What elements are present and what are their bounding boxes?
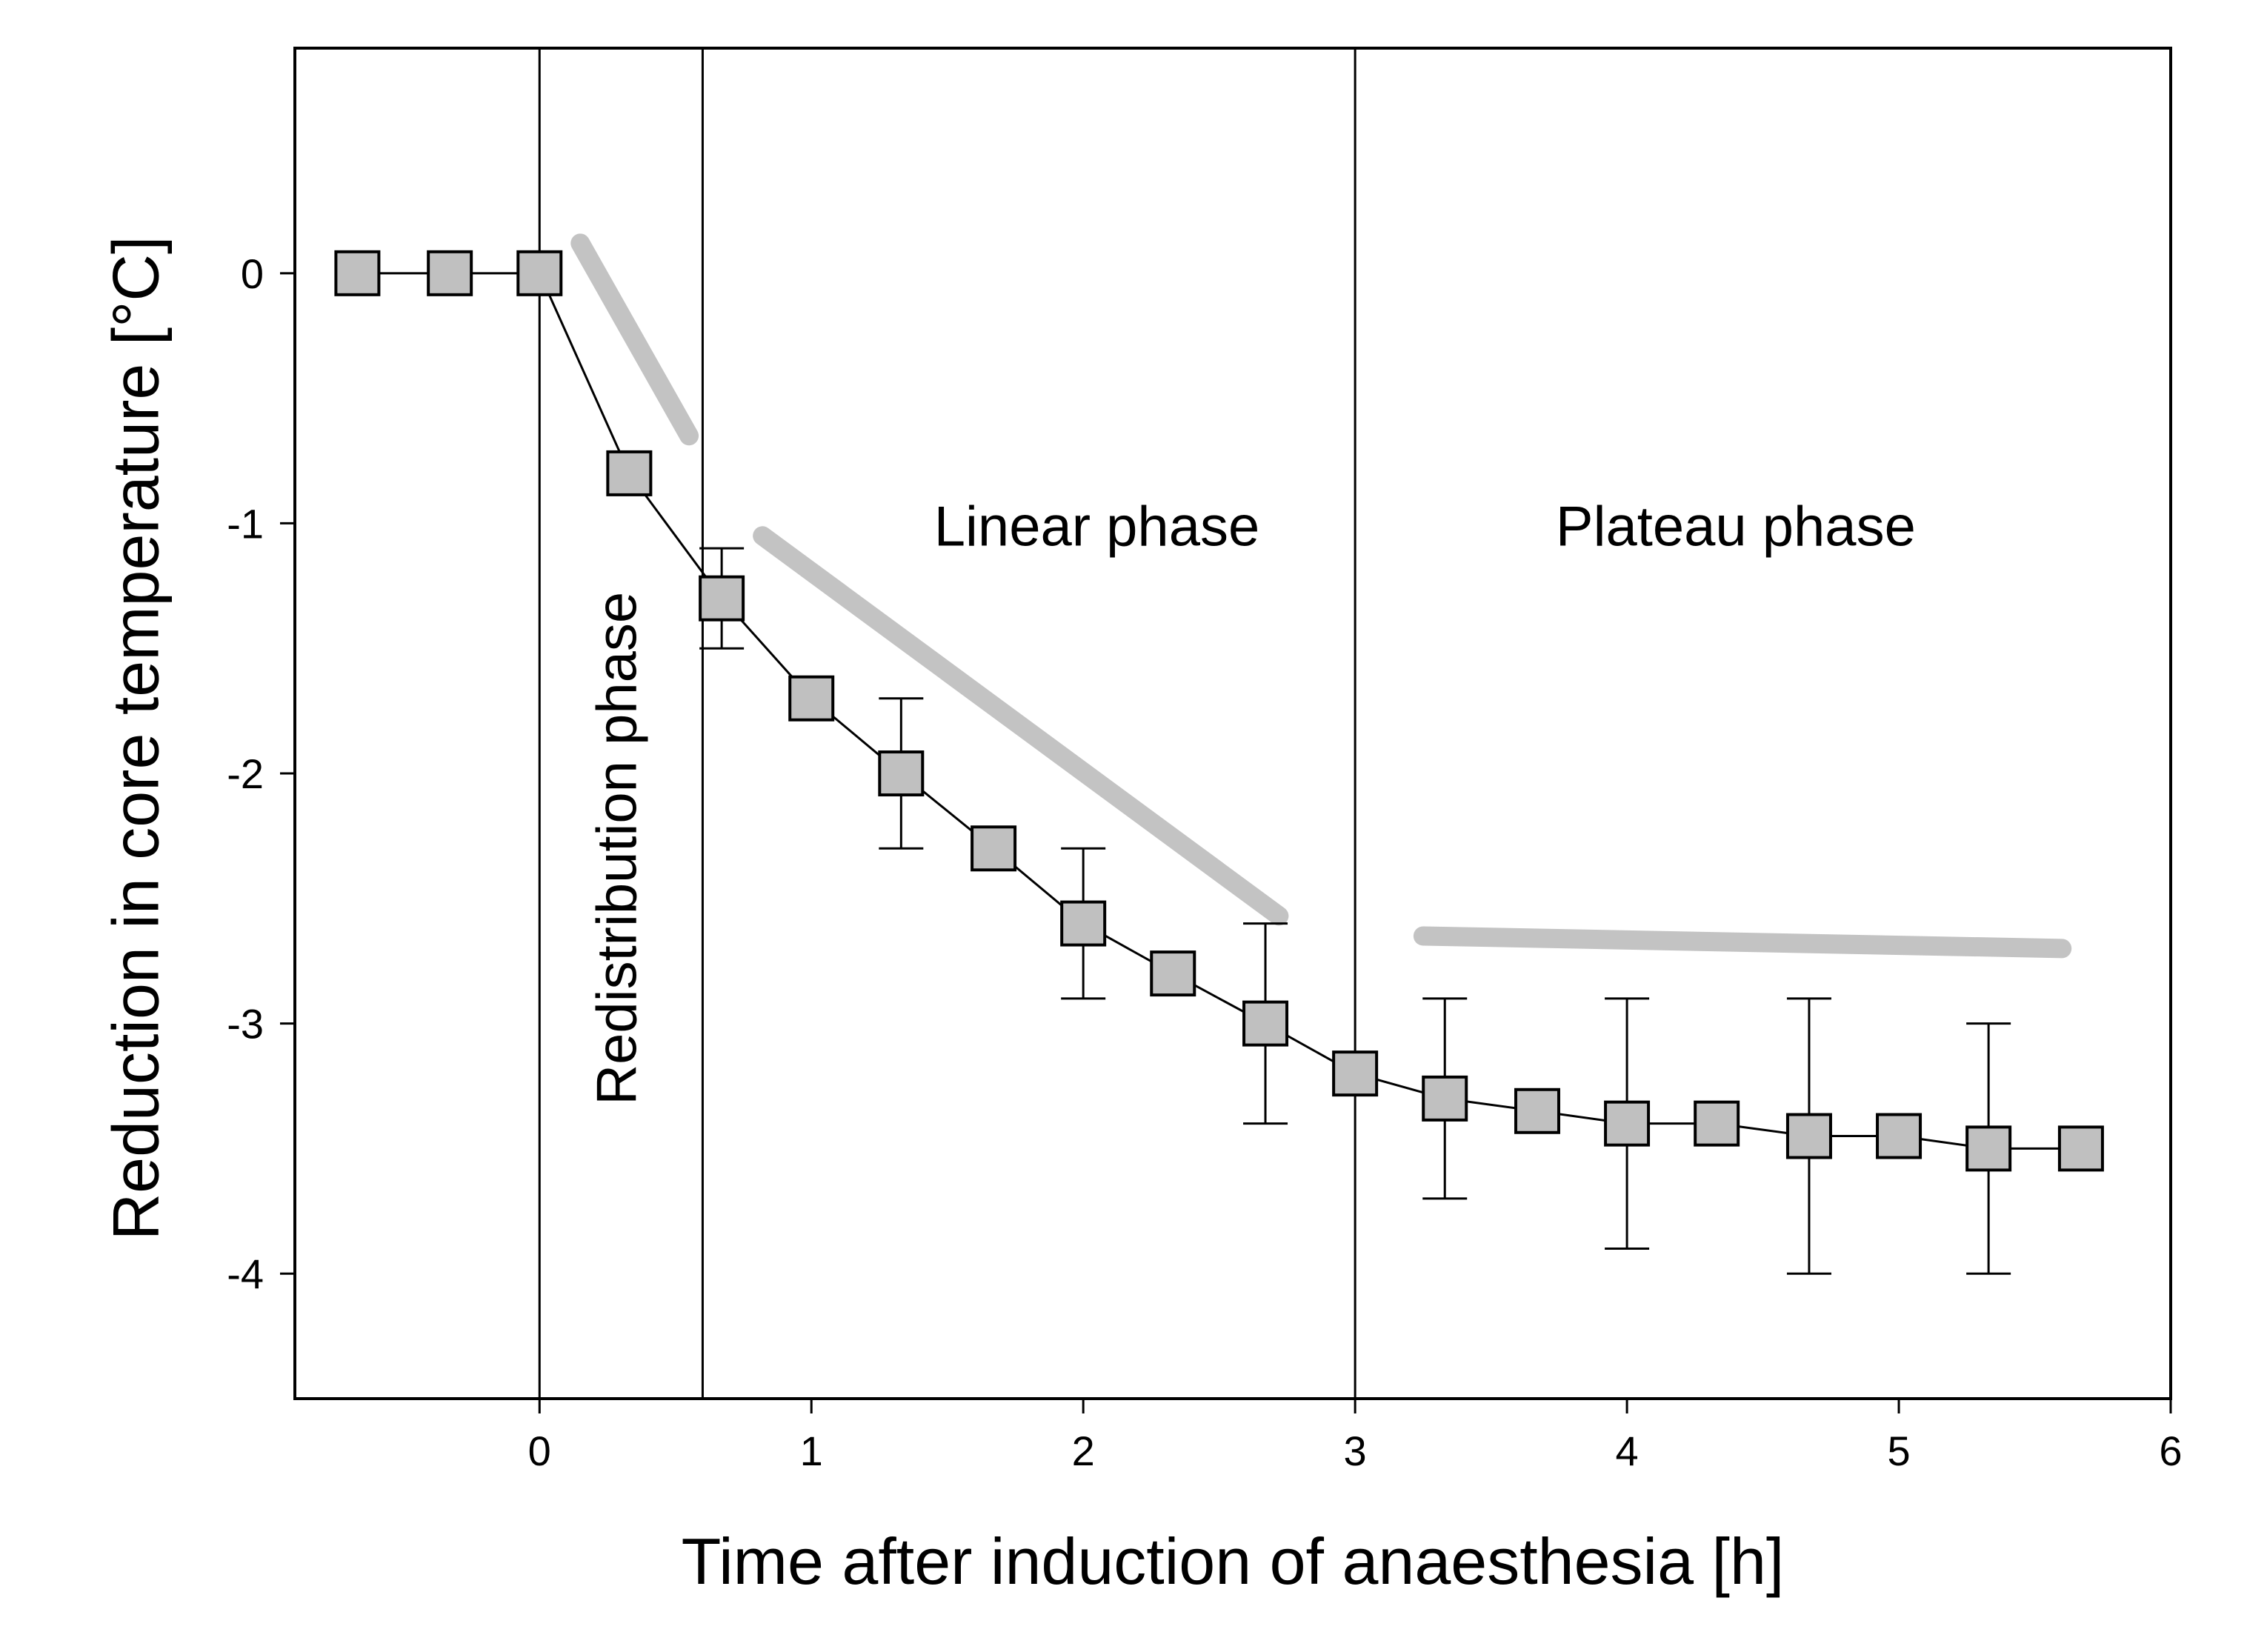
data-point bbox=[1876, 1113, 1923, 1159]
data-point bbox=[1965, 1125, 2012, 1172]
data-point bbox=[334, 250, 381, 296]
trend-line-plateau bbox=[1413, 926, 2072, 959]
x-axis-title: Time after induction of anaesthesia [h] bbox=[682, 1525, 1785, 1598]
y-axis: 0 -1 -2 -3 -4 bbox=[227, 250, 295, 1297]
phase-label-redistribution: Redistribution phase bbox=[585, 592, 648, 1105]
phase-labels: Redistribution phase Linear phase Plateau … bbox=[585, 496, 1915, 1105]
data-point bbox=[427, 250, 473, 296]
x-tick-label: 5 bbox=[1887, 1428, 1910, 1474]
data-point bbox=[516, 250, 563, 296]
data-point bbox=[1242, 1000, 1289, 1047]
y-tick-label: -2 bbox=[227, 750, 264, 797]
data-point bbox=[699, 575, 745, 622]
y-axis-title: Reduction in core temperature [°C] bbox=[99, 236, 172, 1241]
data-point bbox=[1694, 1100, 1740, 1147]
x-tick-label: 3 bbox=[1344, 1428, 1367, 1474]
data-markers bbox=[334, 250, 2104, 1172]
data-point bbox=[606, 450, 653, 496]
data-point bbox=[1514, 1088, 1560, 1134]
x-tick-label: 2 bbox=[1072, 1428, 1095, 1474]
y-tick-label: -4 bbox=[227, 1250, 264, 1297]
trend-line-redistribution bbox=[570, 233, 699, 446]
trend-lines bbox=[570, 233, 2072, 959]
data-point bbox=[1422, 1075, 1468, 1122]
data-point bbox=[1332, 1050, 1379, 1097]
data-point bbox=[1785, 1113, 1832, 1159]
phase-label-plateau: Plateau phase bbox=[1556, 496, 1916, 559]
plot-frame bbox=[293, 47, 2172, 1400]
x-tick-label: 1 bbox=[800, 1428, 823, 1474]
data-point bbox=[788, 675, 835, 722]
x-tick-label: 6 bbox=[2159, 1428, 2182, 1474]
data-point bbox=[1150, 950, 1196, 997]
y-tick-label: -1 bbox=[227, 500, 264, 547]
x-tick-label: 0 bbox=[528, 1428, 551, 1474]
data-point bbox=[2057, 1125, 2104, 1172]
y-tick-label: -3 bbox=[227, 1001, 264, 1048]
data-point bbox=[878, 750, 925, 797]
trend-line-linear bbox=[753, 526, 1289, 926]
y-tick-label: 0 bbox=[241, 250, 264, 297]
x-axis: 0 1 2 3 4 5 6 bbox=[528, 1399, 2183, 1474]
data-point bbox=[971, 825, 1017, 872]
data-point bbox=[1060, 900, 1107, 947]
x-tick-label: 4 bbox=[1616, 1428, 1639, 1474]
data-point bbox=[1604, 1100, 1651, 1147]
phase-label-linear: Linear phase bbox=[934, 496, 1259, 559]
